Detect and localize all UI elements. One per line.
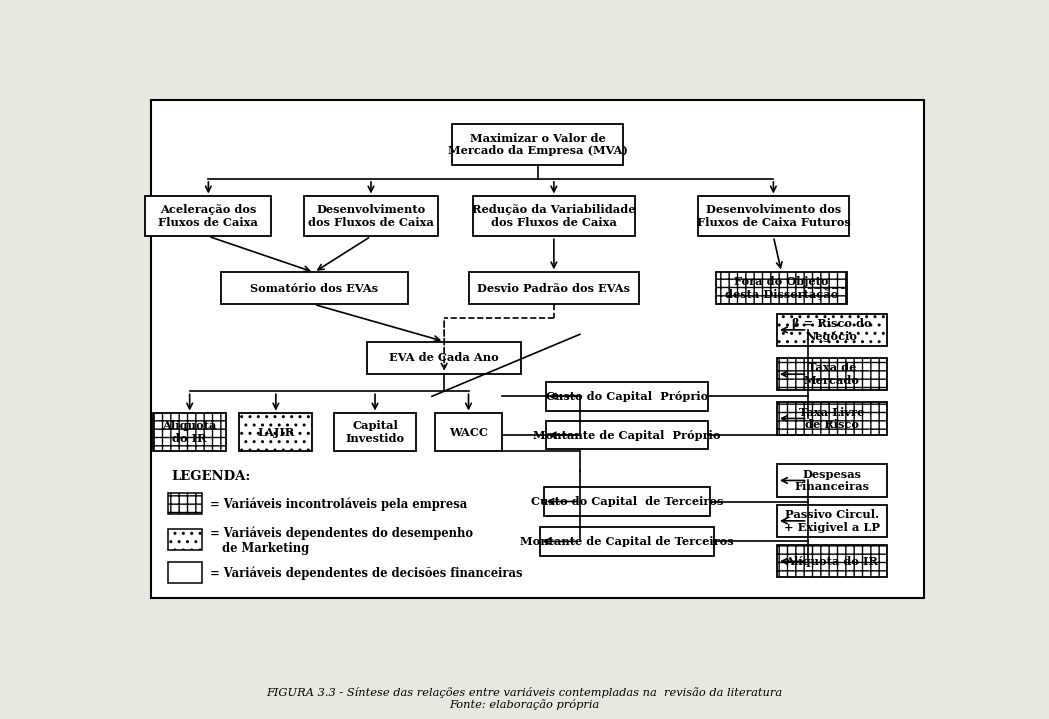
Text: Passivo Circul.
+ Exigivel a LP: Passivo Circul. + Exigivel a LP bbox=[784, 509, 880, 533]
Bar bbox=[168, 562, 201, 583]
Bar bbox=[777, 403, 886, 434]
Bar bbox=[716, 273, 847, 304]
Bar bbox=[168, 493, 201, 514]
Bar bbox=[153, 413, 227, 451]
Text: β = Risco do
Negócio: β = Risco do Negócio bbox=[792, 318, 872, 342]
Bar bbox=[777, 505, 886, 537]
Bar bbox=[367, 342, 521, 374]
Bar bbox=[777, 358, 886, 390]
Text: Taxa de
Mercado: Taxa de Mercado bbox=[804, 362, 860, 386]
Text: Aceleração dos
Fluxos de Caixa: Aceleração dos Fluxos de Caixa bbox=[158, 204, 258, 229]
Text: EVA de Cada Ano: EVA de Cada Ano bbox=[389, 352, 499, 363]
Text: WACC: WACC bbox=[449, 427, 488, 438]
Text: Alíquota do IR: Alíquota do IR bbox=[786, 556, 878, 567]
Bar bbox=[699, 196, 849, 237]
Text: Capital
Investido: Capital Investido bbox=[345, 421, 405, 444]
Text: = Variáveis incontroláveis pela empresa: = Variáveis incontroláveis pela empresa bbox=[210, 498, 467, 511]
Bar bbox=[543, 487, 710, 516]
Bar bbox=[545, 382, 708, 411]
Text: Custo do Capital  de Terceiros: Custo do Capital de Terceiros bbox=[531, 496, 723, 507]
Bar bbox=[220, 273, 407, 304]
Bar bbox=[239, 413, 313, 451]
Text: = Variáveis dependentes de decisões financeiras: = Variáveis dependentes de decisões fina… bbox=[210, 567, 522, 580]
Text: Somatório dos EVAs: Somatório dos EVAs bbox=[250, 283, 378, 294]
Text: Maximizar o Valor de
Mercado da Empresa (MVA): Maximizar o Valor de Mercado da Empresa … bbox=[448, 132, 627, 156]
Text: Redução da Variabilidade
dos Fluxos de Caixa: Redução da Variabilidade dos Fluxos de C… bbox=[472, 204, 636, 229]
Bar bbox=[777, 464, 886, 497]
Bar bbox=[469, 273, 639, 304]
Bar bbox=[335, 413, 415, 451]
Text: Fora do Objeto
desta Dissertação: Fora do Objeto desta Dissertação bbox=[725, 276, 838, 301]
Text: = Variáveis dependentes do desempenho
   de Marketing: = Variáveis dependentes do desempenho de… bbox=[210, 526, 473, 554]
Bar bbox=[545, 421, 708, 449]
Text: Fonte: elaboração própria: Fonte: elaboração própria bbox=[449, 699, 600, 710]
Bar bbox=[304, 196, 438, 237]
Text: Desvio Padrão dos EVAs: Desvio Padrão dos EVAs bbox=[477, 283, 630, 294]
Bar bbox=[777, 545, 886, 577]
Text: Montante de Capital  Próprio: Montante de Capital Próprio bbox=[533, 429, 721, 441]
Text: Desenvolvimento dos
Fluxos de Caixa Futuros: Desenvolvimento dos Fluxos de Caixa Futu… bbox=[697, 204, 851, 229]
Text: Desenvolvimento
dos Fluxos de Caixa: Desenvolvimento dos Fluxos de Caixa bbox=[308, 204, 434, 229]
Text: Alíquota
do IR: Alíquota do IR bbox=[163, 421, 217, 444]
Text: Custo do Capital  Próprio: Custo do Capital Próprio bbox=[545, 391, 708, 402]
Text: FIGURA 3.3 - Síntese das relações entre variáveis contempladas na  revisão da li: FIGURA 3.3 - Síntese das relações entre … bbox=[266, 687, 783, 698]
Text: Despesas
Financeiras: Despesas Financeiras bbox=[794, 469, 870, 493]
Text: Montante de Capital de Terceiros: Montante de Capital de Terceiros bbox=[520, 536, 734, 547]
Text: LEGENDA:: LEGENDA: bbox=[172, 470, 251, 483]
Bar bbox=[168, 529, 201, 550]
Bar bbox=[473, 196, 636, 237]
Bar bbox=[435, 413, 501, 451]
Bar bbox=[539, 527, 714, 556]
Bar bbox=[452, 124, 623, 165]
Bar bbox=[146, 196, 272, 237]
Bar bbox=[777, 313, 886, 346]
Text: LAJIR: LAJIR bbox=[257, 427, 295, 438]
Text: Taxa Livre
de Risco: Taxa Livre de Risco bbox=[799, 406, 864, 431]
